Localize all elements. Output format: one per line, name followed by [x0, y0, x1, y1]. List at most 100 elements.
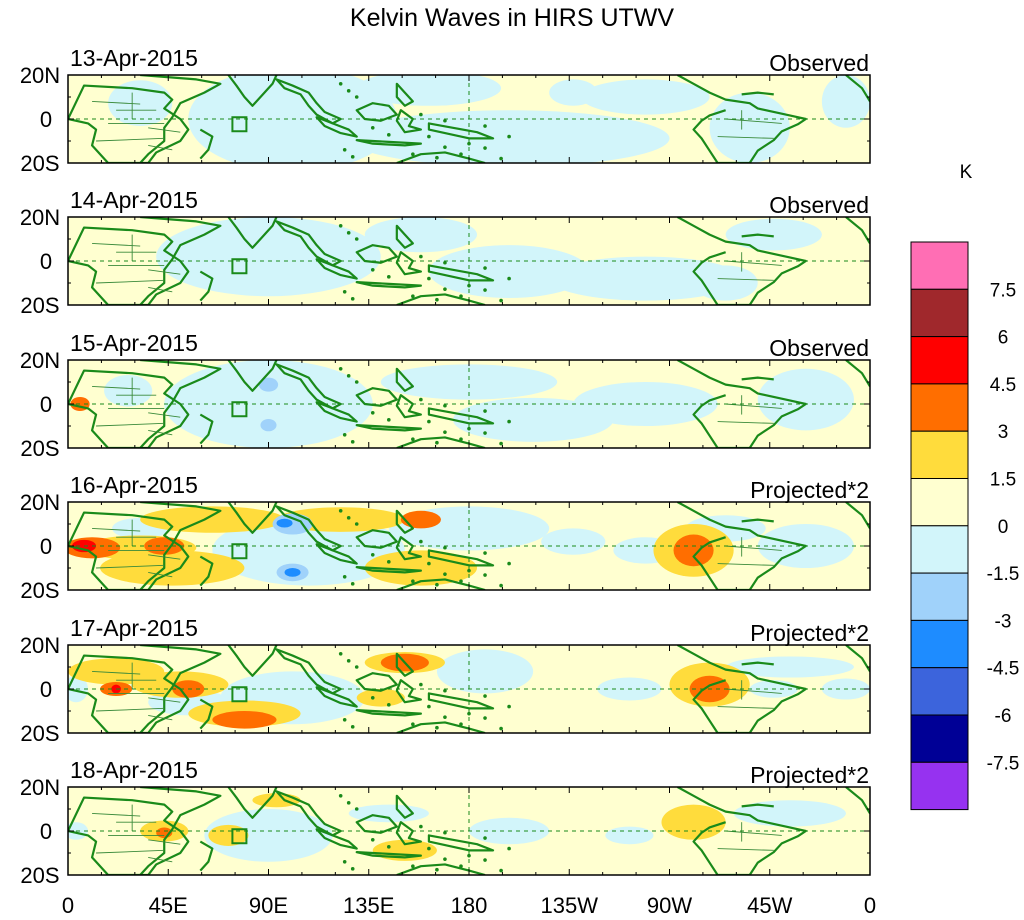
anomaly-patch [156, 217, 381, 297]
island [459, 437, 463, 442]
colorbar-swatch [910, 525, 969, 574]
island [467, 283, 471, 288]
anomaly-patch [276, 518, 293, 528]
anomaly-patch [252, 793, 301, 808]
island [435, 440, 439, 445]
island [483, 858, 487, 862]
island [411, 722, 415, 726]
island [419, 682, 423, 687]
island [354, 665, 359, 669]
island [346, 516, 351, 520]
island [338, 509, 343, 513]
lat-label: 20N [20, 348, 60, 373]
lat-label: 20S [20, 863, 59, 888]
island [350, 867, 355, 871]
colorbar-level: 7.5 [990, 280, 1016, 301]
map-panel-6: 18-Apr-2015 Projected*2 20N 0 20S [20, 757, 871, 888]
island [499, 583, 503, 588]
island [354, 237, 359, 241]
island [350, 582, 355, 586]
panel-kind: Projected*2 [750, 620, 869, 646]
anomaly-patch [356, 689, 405, 707]
island [411, 294, 415, 299]
region-box [231, 543, 248, 560]
island [467, 568, 471, 573]
island [507, 704, 511, 709]
colorbar-level: -4.5 [987, 659, 1020, 680]
island [346, 374, 351, 378]
lat-label: 20S [20, 151, 59, 176]
lat-label: 0 [40, 534, 52, 559]
panel-date: 16-Apr-2015 [70, 472, 198, 498]
panel-kind: Observed [769, 192, 869, 218]
island [427, 561, 431, 566]
island [483, 431, 487, 435]
island [342, 148, 347, 152]
island [350, 155, 355, 159]
panel-date: 14-Apr-2015 [70, 187, 198, 213]
island [342, 575, 347, 579]
island [387, 418, 391, 422]
anomaly-patch [821, 75, 870, 128]
anomaly-patch [549, 79, 598, 106]
anomaly-patch [725, 218, 822, 251]
colorbar-swatch [910, 478, 969, 527]
colorbar-level: 4.5 [990, 375, 1016, 396]
island [370, 838, 375, 842]
island [507, 846, 511, 851]
panel-kind: Projected*2 [750, 477, 869, 503]
island [346, 659, 351, 663]
island [443, 572, 447, 576]
island [483, 288, 487, 292]
island [483, 573, 487, 577]
island [443, 430, 447, 434]
colorbar-level: -6 [995, 706, 1012, 727]
island [427, 134, 431, 139]
island [370, 696, 375, 700]
lat-label: 0 [40, 392, 52, 417]
island [507, 561, 511, 566]
colorbar-swatch [910, 667, 969, 716]
anomaly-patch [204, 809, 333, 862]
island [342, 290, 347, 294]
lat-label: 20N [20, 490, 60, 515]
anomaly-patch [661, 804, 726, 840]
map-panel-5: 17-Apr-2015 Projected*2 20N 0 20S [20, 615, 871, 746]
island [350, 725, 355, 729]
island [435, 297, 439, 302]
anomaly-patch [260, 418, 277, 432]
island [387, 560, 391, 564]
island [467, 711, 471, 716]
colorbar-swatch [910, 572, 969, 621]
island [346, 801, 351, 805]
panel-kind: Observed [769, 50, 869, 76]
island [435, 582, 439, 587]
lat-label: 20S [20, 293, 59, 318]
island [459, 152, 463, 156]
lon-label: 135E [343, 893, 394, 918]
map-panel-4: 16-Apr-2015 Projected*2 20N 0 20S [20, 472, 871, 603]
anomaly-patch [284, 568, 301, 577]
region-box [231, 686, 248, 703]
island [443, 830, 447, 835]
island [387, 275, 391, 279]
island [483, 551, 487, 555]
island [370, 268, 375, 272]
lat-label: 20S [20, 721, 59, 746]
island [443, 545, 447, 550]
coastlines [68, 360, 870, 448]
island [459, 864, 463, 868]
anomaly-patch [400, 510, 441, 529]
anomaly-patch [258, 377, 279, 392]
panel-kind: Observed [769, 335, 869, 361]
panel-date: 17-Apr-2015 [70, 615, 198, 641]
island [459, 722, 463, 726]
longitude-axis: 0 45E 90E 135E 180 135W 90W 45W 0 [62, 893, 876, 918]
lon-label: 90W [647, 893, 692, 918]
anomaly-patch [605, 826, 654, 845]
island [342, 718, 347, 722]
lon-label: 0 [864, 893, 876, 918]
panel-date: 13-Apr-2015 [70, 45, 198, 71]
island [499, 726, 503, 731]
